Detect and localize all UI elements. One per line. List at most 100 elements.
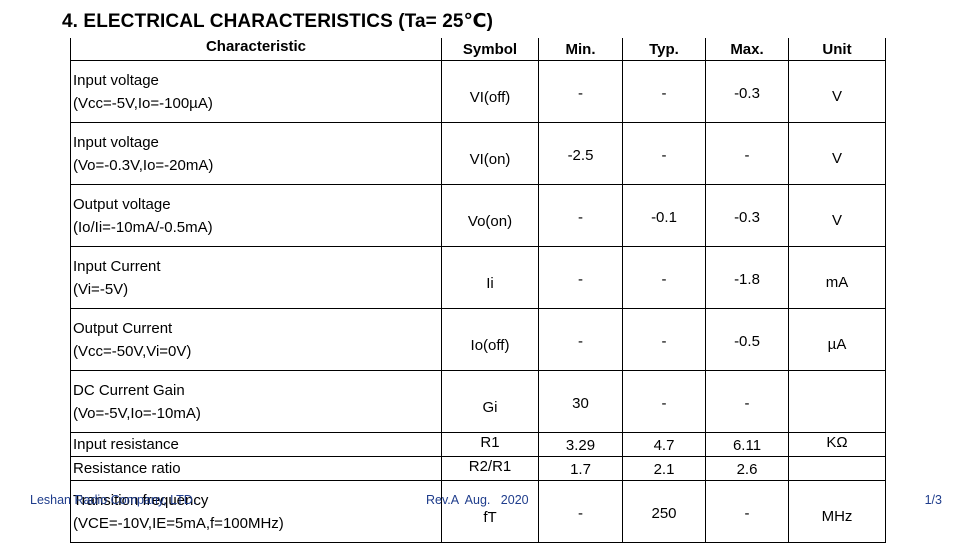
typ-cell: - [622, 370, 706, 433]
unit-value: V [831, 212, 842, 229]
symbol-cell: R1 [441, 432, 539, 457]
min-cell: - [538, 60, 623, 123]
characteristic-name: Resistance ratio [73, 460, 181, 477]
symbol-value: Vo(on) [467, 213, 513, 230]
characteristic-name: Input resistance [73, 436, 179, 453]
table-row: Output voltage (Io/Ii=-10mA/-0.5mA) Vo(o… [70, 184, 886, 247]
symbol-cell: fT [441, 480, 539, 543]
max-cell: - [705, 480, 789, 543]
min-value: -2.5 [567, 147, 594, 164]
characteristic-cell: Resistance ratio [70, 456, 442, 481]
symbol-value: R1 [480, 434, 500, 451]
characteristic-name: Input voltage [73, 71, 159, 89]
characteristic-cell: Input Current (Vi=-5V) [70, 246, 442, 309]
min-value: 3.29 [565, 437, 596, 454]
characteristic-cell: Transition frequency (VCE=-10V,IE=5mA,f=… [70, 480, 442, 543]
characteristic-cell: Input voltage (Vo=-0.3V,Io=-20mA) [70, 122, 442, 185]
unit-value: V [831, 88, 842, 105]
max-value: - [744, 147, 750, 164]
max-value: - [744, 505, 750, 522]
symbol-cell: Gi [441, 370, 539, 433]
unit-cell: µA [788, 308, 886, 371]
unit-cell [788, 370, 886, 433]
max-cell: -0.3 [705, 60, 789, 123]
symbol-cell: VI(on) [441, 122, 539, 185]
symbol-value: R2/R1 [468, 458, 512, 475]
unit-cell: mA [788, 246, 886, 309]
max-cell: 2.6 [705, 456, 789, 481]
characteristic-name: Output Current [73, 319, 173, 337]
symbol-value: VI(on) [469, 151, 511, 168]
table-row: Input Current (Vi=-5V) Ii - - -1.8 mA [70, 246, 886, 309]
typ-cell: 250 [622, 480, 706, 543]
typ-cell: - [622, 60, 706, 123]
unit-value: KΩ [826, 434, 848, 451]
min-value: - [578, 333, 583, 350]
max-value: -0.5 [734, 333, 760, 350]
electrical-characteristics-table: Characteristic Symbol Min. Typ. Max. Uni… [70, 38, 886, 543]
table-row: Input voltage (Vcc=-5V,Io=-100µA) VI(off… [70, 60, 886, 123]
unit-cell: V [788, 60, 886, 123]
max-cell: 6.11 [705, 432, 789, 457]
min-value: - [578, 85, 583, 102]
typ-value: - [661, 271, 667, 288]
typ-cell: 2.1 [622, 456, 706, 481]
max-cell: -1.8 [705, 246, 789, 309]
characteristic-condition: (Vi=-5V) [73, 280, 129, 298]
table-row: Resistance ratio R2/R1 1.7 2.1 2.6 [70, 456, 886, 481]
max-cell: - [705, 122, 789, 185]
symbol-value: Gi [482, 399, 498, 416]
characteristic-condition: (Io/Ii=-10mA/-0.5mA) [73, 218, 213, 236]
min-cell: 3.29 [538, 432, 623, 457]
characteristic-cell: Output Current (Vcc=-50V,Vi=0V) [70, 308, 442, 371]
typ-value: 4.7 [653, 437, 675, 454]
characteristic-name: Input voltage [73, 133, 159, 151]
max-value: -0.3 [734, 85, 760, 102]
unit-cell: KΩ [788, 432, 886, 457]
typ-value: - [661, 333, 667, 350]
min-value: - [578, 271, 583, 288]
unit-value: mA [825, 274, 849, 291]
min-cell: -2.5 [538, 122, 623, 185]
table-row: Transition frequency (VCE=-10V,IE=5mA,f=… [70, 480, 886, 543]
table-row: Output Current (Vcc=-50V,Vi=0V) Io(off) … [70, 308, 886, 371]
symbol-cell: VI(off) [441, 60, 539, 123]
min-value: - [578, 505, 583, 522]
symbol-cell: Io(off) [441, 308, 539, 371]
max-value: -0.3 [734, 209, 760, 226]
characteristic-condition: (Vo=-5V,Io=-10mA) [73, 404, 201, 422]
max-cell: - [705, 370, 789, 433]
footer-company: Leshan Radio Company, LTD. [30, 493, 197, 507]
min-cell: 30 [538, 370, 623, 433]
typ-cell: 4.7 [622, 432, 706, 457]
characteristic-condition: (Vo=-0.3V,Io=-20mA) [73, 156, 214, 174]
header-max: Max. [705, 38, 789, 61]
typ-cell: - [622, 122, 706, 185]
typ-value: 250 [651, 505, 677, 522]
max-value: 6.11 [732, 437, 762, 454]
characteristic-condition: (Vcc=-5V,Io=-100µA) [73, 94, 213, 112]
header-characteristic: Characteristic [70, 38, 442, 61]
min-cell: - [538, 480, 623, 543]
max-cell: -0.5 [705, 308, 789, 371]
characteristic-cell: Output voltage (Io/Ii=-10mA/-0.5mA) [70, 184, 442, 247]
footer-page-number: 1/3 [924, 493, 942, 507]
unit-cell: V [788, 122, 886, 185]
typ-value: - [661, 85, 667, 102]
table-row: Input voltage (Vo=-0.3V,Io=-20mA) VI(on)… [70, 122, 886, 185]
characteristic-name: DC Current Gain [73, 381, 185, 399]
symbol-cell: Ii [441, 246, 539, 309]
typ-value: 2.1 [653, 461, 675, 478]
characteristic-cell: Input voltage (Vcc=-5V,Io=-100µA) [70, 60, 442, 123]
table-row: DC Current Gain (Vo=-5V,Io=-10mA) Gi 30 … [70, 370, 886, 433]
min-value: 1.7 [570, 461, 591, 478]
min-cell: - [538, 246, 623, 309]
symbol-value: Ii [486, 275, 494, 292]
unit-cell [788, 456, 886, 481]
table-row: Input resistance R1 3.29 4.7 6.11 KΩ [70, 432, 886, 457]
typ-cell: - [622, 308, 706, 371]
characteristic-condition: (Vcc=-50V,Vi=0V) [73, 342, 192, 360]
header-typ: Typ. [622, 38, 706, 61]
header-unit: Unit [788, 38, 886, 61]
min-value: 30 [572, 395, 589, 412]
